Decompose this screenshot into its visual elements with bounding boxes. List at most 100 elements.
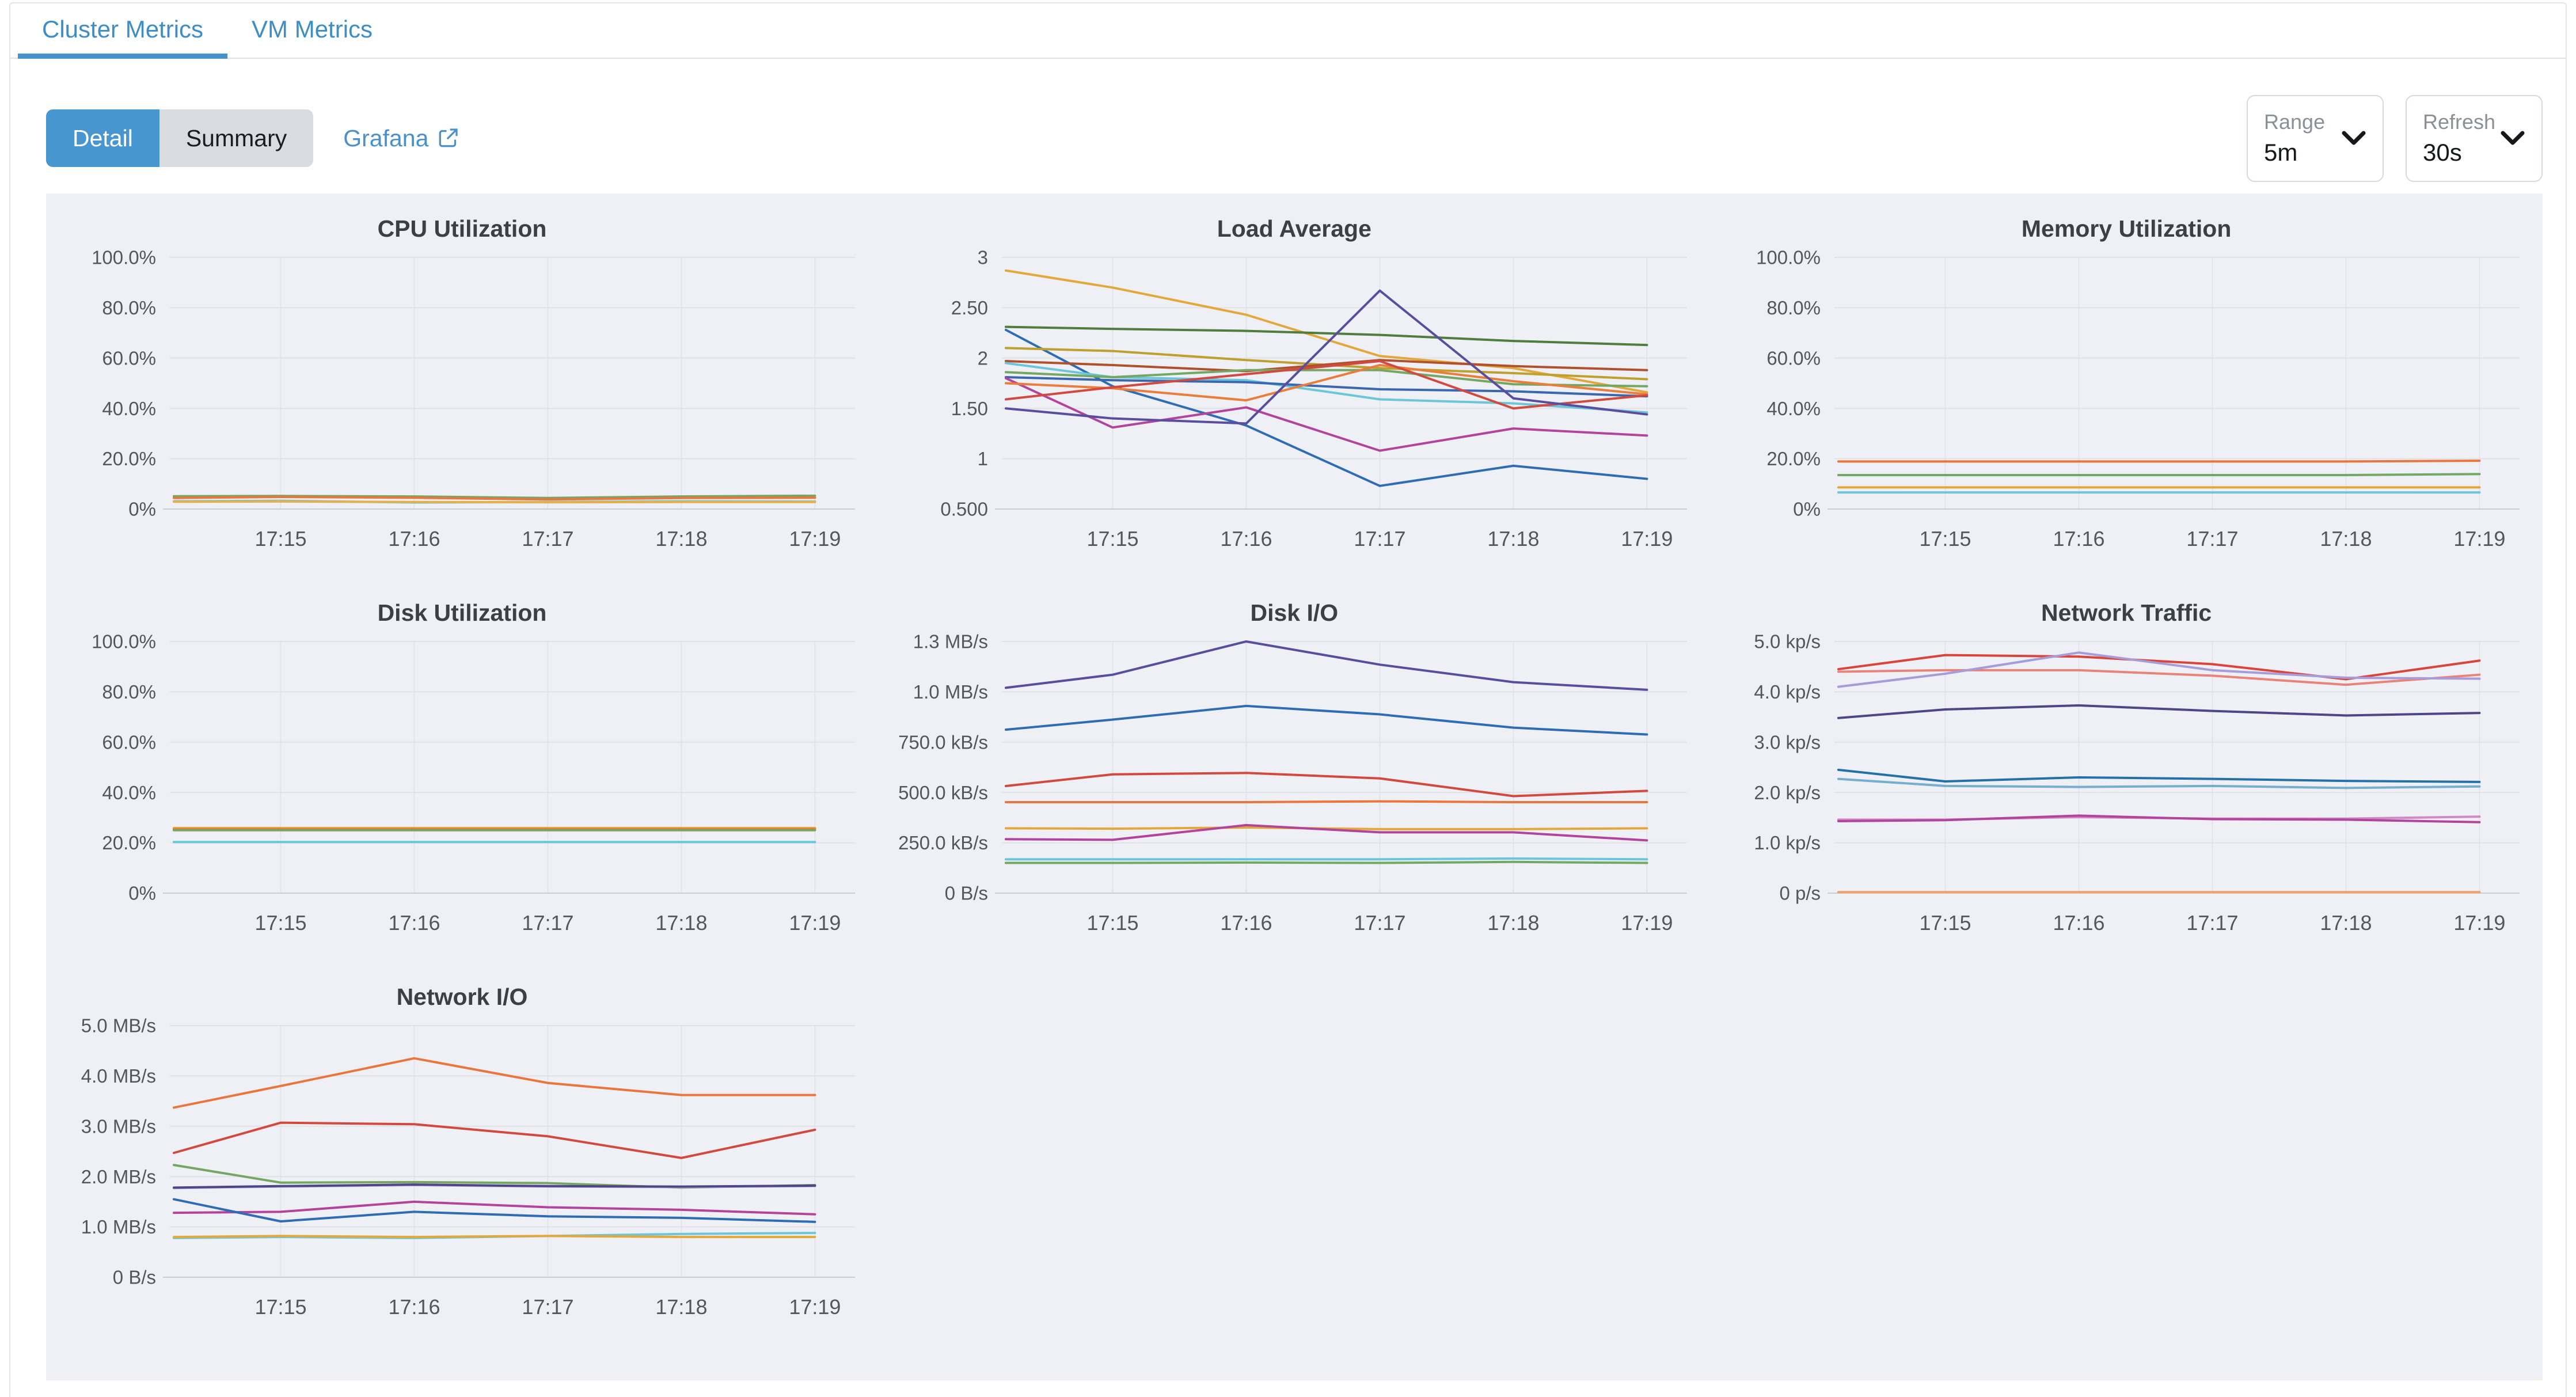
series-line	[1005, 823, 1648, 842]
series-line	[1005, 360, 1648, 410]
y-axis-label: 5.0 MB/s	[81, 1015, 156, 1037]
y-axis-label: 1.0 MB/s	[81, 1216, 156, 1237]
y-axis-label: 1	[978, 448, 988, 469]
chart-plot: 17:15 17:16 17:17 17:18 17:19 0% 20.0% 40.0% 60.…	[92, 631, 855, 935]
charts-panel: CPU Utilization 17:15 17:16 17:17 17:18 17:19…	[46, 193, 2543, 1380]
tab-cluster-metrics[interactable]: Cluster Metrics	[18, 3, 228, 59]
series-line	[1837, 768, 2481, 783]
y-axis-label: 1.3 MB/s	[913, 631, 988, 652]
y-axis-label: 1.0 kp/s	[1754, 832, 1821, 853]
y-axis-label: 5.0 kp/s	[1754, 631, 1821, 652]
series-line	[1005, 376, 1648, 398]
chevron-down-icon	[2500, 130, 2525, 146]
y-axis-label: 2.0 MB/s	[81, 1166, 156, 1187]
chart-title: Load Average	[1217, 215, 1371, 242]
series-line	[1005, 377, 1648, 452]
series-line	[1005, 860, 1648, 864]
external-link-icon	[436, 127, 459, 150]
x-axis-label: 17:15	[254, 1295, 306, 1319]
chart-plot: 17:15 17:16 17:17 17:18 17:19 0 p/s 1.0 kp/s 2.…	[1754, 631, 2520, 935]
x-axis-label: 17:17	[522, 1295, 573, 1319]
refresh-select-text: Refresh 30s	[2423, 110, 2495, 166]
charts-grid: CPU Utilization 17:15 17:16 17:17 17:18 17:19…	[46, 193, 2543, 1349]
y-axis-label: 1.0 MB/s	[913, 681, 988, 703]
series-line	[1005, 704, 1648, 736]
x-axis-label: 17:15	[254, 911, 306, 935]
detail-button[interactable]: Detail	[46, 109, 159, 167]
y-axis-label: 4.0 MB/s	[81, 1065, 156, 1087]
x-axis-label: 17:18	[655, 1295, 707, 1319]
series-line	[1005, 269, 1648, 394]
series-line	[1005, 347, 1648, 381]
x-axis-label: 17:15	[254, 527, 306, 551]
series-line	[1005, 325, 1648, 347]
y-axis-label: 100.0%	[92, 247, 156, 268]
x-axis-label: 17:16	[1221, 527, 1272, 551]
series-line	[1837, 651, 2481, 688]
y-axis-label: 2.50	[951, 297, 988, 318]
x-axis-label: 17:18	[2320, 527, 2372, 551]
y-axis-label: 20.0%	[102, 448, 156, 469]
series-line	[1005, 289, 1648, 425]
x-axis-label: 17:16	[388, 527, 440, 551]
y-axis-label: 1.50	[951, 398, 988, 419]
y-axis-label: 80.0%	[1766, 297, 1821, 318]
series-line	[1837, 473, 2481, 477]
chart-network-traffic: Network Traffic 17:15 17:16 17:17 17:18 17:19…	[1711, 584, 2543, 965]
refresh-select-label: Refresh	[2423, 110, 2496, 134]
y-axis-label: 2.0 kp/s	[1754, 782, 1821, 803]
refresh-select-value: 30s	[2423, 139, 2462, 166]
x-axis-label: 17:17	[522, 527, 573, 551]
metrics-page: Cluster Metrics VM Metrics Detail Summar…	[9, 2, 2567, 1397]
x-axis-label: 17:18	[1488, 911, 1540, 935]
y-axis-label: 80.0%	[102, 681, 156, 703]
summary-button[interactable]: Summary	[159, 109, 314, 167]
grafana-link[interactable]: Grafana	[343, 125, 459, 152]
y-axis-label: 20.0%	[102, 832, 156, 853]
series-line	[172, 1235, 816, 1239]
x-axis-label: 17:19	[2453, 911, 2505, 935]
y-axis-label: 500.0 kB/s	[898, 782, 988, 803]
y-axis-label: 0 B/s	[945, 883, 988, 904]
y-axis-label: 0%	[128, 883, 156, 904]
tab-vm-metrics-label: VM Metrics	[252, 16, 373, 43]
range-select-value: 5m	[2264, 139, 2298, 166]
chart-title: Network Traffic	[2041, 599, 2212, 626]
y-axis-label: 0%	[128, 499, 156, 520]
y-axis-label: 100.0%	[1756, 247, 1821, 268]
x-axis-label: 17:19	[1621, 911, 1673, 935]
series-line	[1837, 777, 2481, 789]
series-line	[1005, 362, 1648, 414]
range-select-text: Range 5m	[2264, 110, 2325, 166]
y-axis-label: 0 p/s	[1779, 883, 1821, 904]
x-axis-label: 17:19	[789, 911, 841, 935]
refresh-select[interactable]: Refresh 30s	[2406, 94, 2543, 182]
x-axis-label: 17:15	[1087, 911, 1139, 935]
tab-vm-metrics[interactable]: VM Metrics	[227, 3, 397, 58]
series-line	[172, 1200, 816, 1216]
x-axis-label: 17:16	[388, 1295, 440, 1319]
series-line	[1837, 669, 2481, 686]
chart-plot: 17:15 17:16 17:17 17:18 17:19 0% 20.0% 40.0% 60.…	[92, 247, 855, 551]
x-axis-label: 17:15	[1919, 527, 1971, 551]
y-axis-label: 40.0%	[102, 398, 156, 419]
x-axis-label: 17:18	[655, 911, 707, 935]
x-axis-label: 17:17	[1354, 527, 1406, 551]
y-axis-label: 4.0 kp/s	[1754, 681, 1821, 703]
x-axis-label: 17:16	[2053, 527, 2104, 551]
x-axis-label: 17:15	[1919, 911, 1971, 935]
chart-title: Network I/O	[396, 984, 528, 1010]
y-axis-label: 0 B/s	[113, 1267, 156, 1288]
x-axis-label: 17:17	[2186, 911, 2238, 935]
chart-title: CPU Utilization	[377, 215, 547, 242]
chevron-down-icon	[2341, 130, 2366, 146]
y-axis-label: 3.0 kp/s	[1754, 731, 1821, 753]
x-axis-label: 17:16	[1221, 911, 1272, 935]
tab-bar: Cluster Metrics VM Metrics	[10, 3, 2566, 59]
y-axis-label: 3.0 MB/s	[81, 1115, 156, 1137]
tab-cluster-metrics-label: Cluster Metrics	[42, 16, 204, 43]
x-axis-label: 17:19	[789, 1295, 841, 1319]
x-axis-label: 17:18	[655, 527, 707, 551]
range-select[interactable]: Range 5m	[2247, 94, 2384, 182]
y-axis-label: 40.0%	[102, 782, 156, 803]
